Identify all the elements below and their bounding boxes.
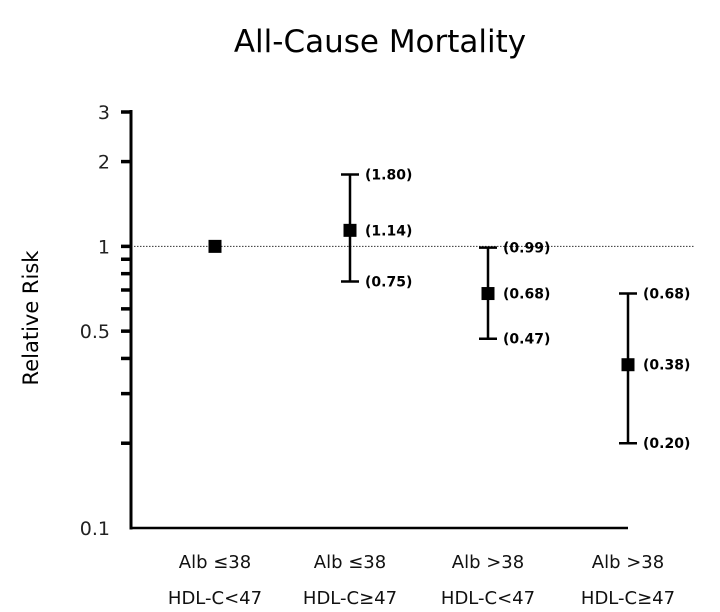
point-estimate-marker (343, 223, 357, 237)
upper-ci-label: (1.80) (365, 167, 412, 183)
category-label-line1: Alb >38 (592, 552, 664, 573)
y-tick-label: 2 (98, 152, 110, 174)
data-marks: (1.80) (0.75) (1.14) (0.99) (0.47) (0.68) (0.6… (208, 167, 690, 452)
y-axis-label: Relative Risk (19, 250, 43, 386)
lower-ci-label: (0.20) (643, 436, 690, 452)
axes: 3 2 1 0.5 0.1 (80, 102, 628, 540)
upper-ci-label: (0.99) (503, 241, 550, 257)
lower-ci-label: (0.75) (365, 275, 412, 291)
y-tick-label: 3 (98, 102, 110, 124)
category-labels: Alb ≤38 HDL-C<47 Alb ≤38 HDL-C≥47 Alb >38 HDL… (168, 552, 675, 609)
estimate-label: (1.14) (365, 223, 412, 239)
point-estimate-marker (481, 287, 495, 301)
estimate-label: (0.38) (643, 358, 690, 374)
category-label-line1: Alb ≤38 (314, 552, 386, 573)
category-label-line2: HDL-C≥47 (303, 588, 397, 609)
chart-title: All-Cause Mortality (234, 24, 526, 60)
upper-ci-label: (0.68) (643, 287, 690, 303)
category-label-line1: Alb ≤38 (179, 552, 251, 573)
point-estimate-marker (621, 358, 635, 372)
point-estimate-marker (208, 239, 222, 253)
estimate-label: (0.68) (503, 287, 550, 303)
category-label-line2: HDL-C≥47 (581, 588, 675, 609)
lower-ci-label: (0.47) (503, 332, 550, 348)
category-label-line2: HDL-C<47 (168, 588, 262, 609)
y-tick-label: 0.1 (80, 518, 110, 540)
y-tick-label: 0.5 (80, 321, 110, 343)
category-label-line1: Alb >38 (452, 552, 524, 573)
y-tick-label: 1 (98, 236, 110, 258)
category-label-line2: HDL-C<47 (441, 588, 535, 609)
